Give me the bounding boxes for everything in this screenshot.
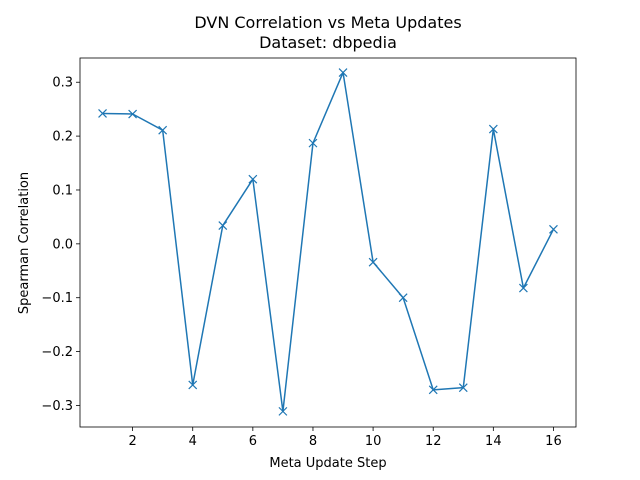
data-point-marker	[518, 283, 528, 293]
chart-subtitle: Dataset: dbpedia	[259, 33, 397, 52]
y-tick-label: 0.3	[52, 76, 73, 91]
data-point-marker	[338, 68, 348, 77]
data-point-marker	[549, 224, 558, 234]
x-tick-label: 4	[189, 434, 197, 449]
data-point-marker	[128, 109, 138, 119]
data-point-marker	[188, 380, 198, 390]
series-line	[102, 71, 555, 413]
axes-frame	[79, 57, 577, 428]
data-point-marker	[308, 138, 318, 148]
x-tick-label: 8	[309, 434, 317, 449]
y-tick-label: 0.0	[52, 237, 73, 252]
data-point-marker	[218, 221, 228, 230]
data-point-marker	[278, 406, 288, 416]
data-point-marker	[158, 125, 168, 135]
x-tick-label: 14	[485, 434, 502, 449]
data-point-marker	[488, 124, 498, 134]
data-point-marker	[98, 109, 107, 118]
y-tick-label: −0.1	[41, 291, 73, 306]
y-tick-label: 0.1	[52, 183, 73, 198]
y-axis-label: Spearman Correlation	[17, 172, 32, 314]
x-tick-label: 10	[365, 434, 382, 449]
data-point-marker	[398, 293, 408, 303]
y-tick-label: 0.2	[52, 130, 73, 145]
data-point-marker	[248, 174, 258, 184]
x-tick-label: 2	[128, 434, 136, 449]
y-tick-label: −0.3	[41, 399, 73, 414]
data-point-marker	[458, 383, 468, 393]
x-tick-label: 12	[425, 434, 442, 449]
data-point-marker	[368, 257, 378, 267]
y-tick-label: −0.2	[41, 345, 73, 360]
chart-title: DVN Correlation vs Meta Updates	[194, 13, 461, 32]
x-tick-label: 16	[545, 434, 562, 449]
plot-area: 2 4 6 8 10 12 14 16 −0.3 −0.2 −0.1 0.0 0.1 0.2 0.3	[41, 57, 577, 449]
data-point-marker	[428, 385, 438, 395]
x-axis-label: Meta Update Step	[269, 456, 386, 471]
x-tick-label: 6	[249, 434, 257, 449]
